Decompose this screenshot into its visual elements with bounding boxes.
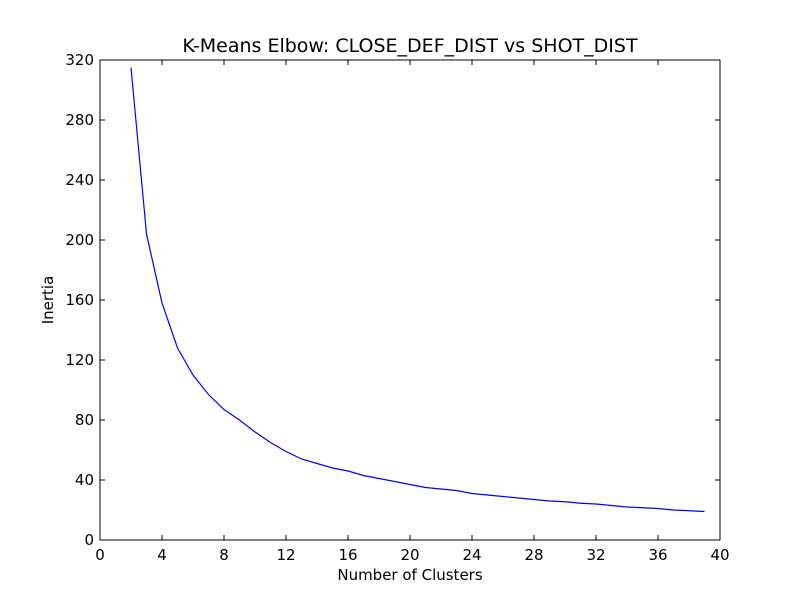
x-tick-label: 12 (276, 546, 295, 564)
x-tick-label: 0 (95, 546, 105, 564)
y-tick-label: 40 (75, 471, 94, 489)
x-tick-label: 36 (648, 546, 667, 564)
plot-area (100, 60, 720, 540)
y-axis: 0 40 80 120 160 200 240 280 320 (65, 51, 720, 549)
x-tick-label: 32 (586, 546, 605, 564)
x-tick-label: 20 (400, 546, 419, 564)
plot-frame (99, 59, 721, 541)
x-tick-label: 40 (710, 546, 729, 564)
inertia-line (130, 67, 705, 513)
y-tick-label: 0 (84, 531, 94, 549)
y-tick-label: 320 (65, 51, 94, 69)
x-tick-label: 8 (219, 546, 229, 564)
y-tick-label: 80 (75, 411, 94, 429)
x-tick-label: 16 (338, 546, 357, 564)
x-tick-label: 24 (462, 546, 481, 564)
chart-title: K-Means Elbow: CLOSE_DEF_DIST vs SHOT_DI… (182, 35, 638, 57)
y-tick-label: 200 (65, 231, 94, 249)
y-tick-label: 240 (65, 171, 94, 189)
x-tick-label: 28 (524, 546, 543, 564)
y-tick-label: 120 (65, 351, 94, 369)
y-axis-title: Inertia (39, 276, 57, 325)
x-tick-label: 4 (157, 546, 167, 564)
x-axis-title: Number of Clusters (337, 566, 482, 584)
y-tick-label: 280 (65, 111, 94, 129)
y-tick-label: 160 (65, 291, 94, 309)
x-axis: 0 4 8 12 16 20 24 28 32 36 40 (95, 60, 730, 564)
